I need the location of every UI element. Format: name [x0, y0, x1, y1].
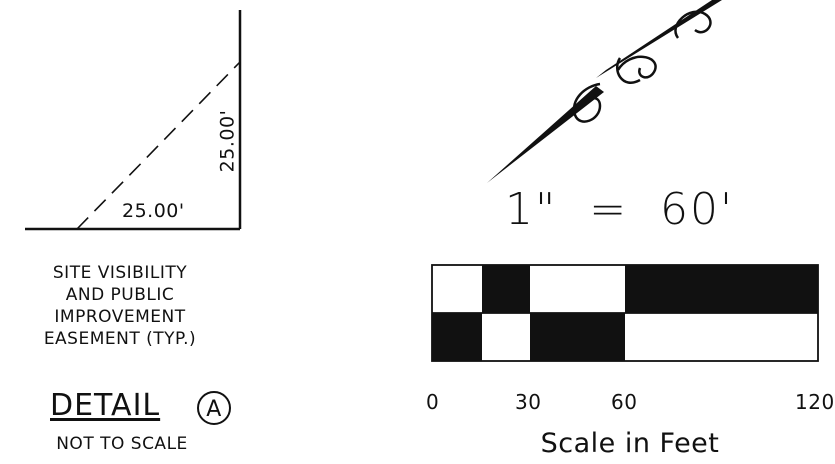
detail-marker-circle: A — [197, 391, 231, 425]
dim-label-horizontal: 25.00' — [122, 200, 185, 222]
easement-note-line-4: EASEMENT (TYP.) — [43, 329, 197, 349]
north-arrow-flourish-middle — [616, 55, 657, 79]
dim-label-vertical: 25.00' — [216, 109, 239, 173]
graphic-scale-bar — [431, 264, 819, 362]
scale-tick-30: 30 — [515, 390, 542, 414]
easement-note: SITE VISIBILITY AND PUBLIC IMPROVEMENT E… — [0, 262, 240, 350]
scale-segment-0-15-lower — [432, 313, 482, 361]
not-to-scale-label: NOT TO SCALE — [56, 434, 188, 454]
scale-tick-60: 60 — [611, 390, 638, 414]
north-arrow-shaft — [487, 86, 604, 183]
easement-note-line-1: SITE VISIBILITY — [52, 263, 188, 283]
scale-tick-120: 120 — [795, 390, 835, 414]
north-arrow-flourish-upper — [674, 10, 712, 39]
detail-title: DETAIL — [50, 388, 161, 423]
sight-triangle-detail — [25, 10, 242, 231]
visibility-line-dashed — [76, 61, 241, 230]
easement-note-line-2: AND PUBLIC — [65, 285, 175, 305]
north-arrow-body — [596, 0, 722, 78]
easement-note-line-3: IMPROVEMENT — [54, 307, 186, 327]
scale-ratio: 1" = 60' — [505, 184, 735, 235]
north-arrow — [487, 0, 722, 183]
north-arrow-loop — [615, 57, 641, 84]
scale-segment-60-120-upper — [625, 265, 818, 313]
scale-caption: Scale in Feet — [540, 428, 720, 459]
scale-segment-15-30-upper — [482, 265, 530, 313]
scale-tick-0: 0 — [426, 390, 440, 414]
scale-segment-30-60-lower — [530, 313, 625, 361]
north-arrow-flourish-lower — [572, 82, 602, 123]
